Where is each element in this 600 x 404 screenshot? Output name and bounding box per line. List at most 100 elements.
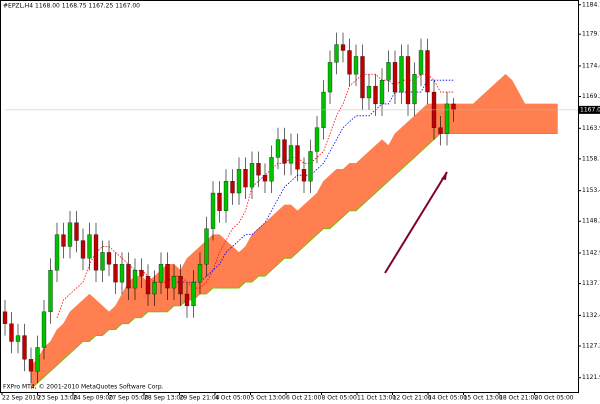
cloud-segment — [251, 228, 259, 283]
cloud-segment — [76, 299, 84, 349]
arrow-head — [441, 172, 447, 180]
candle-body — [152, 281, 157, 295]
span-b-line — [30, 133, 558, 390]
cloud-segment — [381, 139, 389, 188]
cloud-segment — [544, 103, 552, 134]
cloud-segment — [310, 192, 318, 242]
x-tick-label: 15 Oct 13:00 — [464, 395, 503, 402]
y-tick-label: 1174.40 — [582, 62, 600, 69]
current-price-label: 1167.00 — [580, 106, 600, 113]
candle-body — [67, 222, 73, 247]
cloud-segment — [258, 222, 266, 277]
cloud-segment — [537, 103, 545, 134]
cloud-segment — [472, 97, 480, 134]
x-tick-label: 4 Oct 05:00 — [215, 395, 250, 402]
x-tick-label: 22 Sep 2010 — [2, 395, 40, 402]
y-tick-label: 1148.25 — [582, 218, 600, 225]
candle-body — [48, 270, 53, 312]
cloud-segment — [323, 174, 331, 229]
candle-body — [451, 103, 456, 111]
candle-body — [106, 252, 112, 265]
cloud-segment — [95, 299, 103, 336]
y-tick-label: 1179.75 — [582, 31, 600, 38]
candle-body — [28, 359, 34, 372]
cloud-segment — [407, 115, 415, 164]
candle-body — [308, 151, 313, 182]
cloud-segment — [284, 204, 292, 259]
candle-body — [35, 347, 40, 372]
cloud-segment — [277, 204, 285, 265]
cloud-segment — [212, 234, 220, 289]
candle-body — [360, 56, 365, 99]
candle-body — [399, 56, 404, 93]
candle-body — [405, 56, 411, 105]
candle-body — [223, 181, 229, 211]
candle-body — [61, 234, 66, 247]
y-tick-label: 1163.90 — [582, 125, 600, 132]
x-tick-label: 28 Sep 13:00 — [144, 395, 184, 402]
y-tick-label: 1132.40 — [582, 312, 600, 319]
candle-body — [282, 139, 287, 164]
candle-body — [80, 240, 86, 259]
cloud-segment — [414, 109, 422, 158]
candle-body — [132, 270, 138, 289]
candle-body — [145, 276, 151, 295]
x-tick-label: 8 Oct 05:00 — [322, 395, 357, 402]
x-tick-label: 18 Oct 21:00 — [499, 395, 538, 402]
cloud-segment — [466, 103, 474, 134]
cloud-segment — [479, 91, 487, 134]
candle-body — [386, 62, 391, 81]
kijun-line — [174, 79, 454, 283]
candle-body — [197, 264, 203, 283]
candle-body — [113, 264, 118, 283]
cloud-segment — [349, 163, 357, 212]
cloud-segment — [219, 234, 227, 289]
x-tick-label: 24 Sep 09:00 — [73, 395, 113, 402]
x-tick-label: 5 Oct 13:00 — [251, 395, 286, 402]
x-tick-label: 27 Sep 05:00 — [109, 395, 149, 402]
candle-body — [438, 127, 443, 134]
chart-title: #EPZL,H4 1168.00 1168.75 1167.25 1167.00 — [3, 3, 140, 10]
cloud-segment — [368, 144, 376, 200]
candle-body — [269, 157, 274, 182]
candle-body — [373, 85, 378, 105]
candle-body — [249, 163, 255, 188]
cloud-segment — [531, 103, 539, 134]
cloud-segment — [342, 162, 350, 218]
y-tick-label: 1169.25 — [582, 93, 600, 100]
cloud-segment — [232, 245, 240, 289]
candle-body — [74, 222, 79, 241]
candle-body — [353, 56, 359, 75]
y-tick-label: 1142.90 — [582, 250, 600, 257]
candle-body — [412, 74, 417, 105]
candle-body — [262, 175, 268, 182]
candle-body — [295, 145, 300, 170]
candle-body — [184, 293, 190, 307]
candle-body — [54, 234, 60, 271]
x-tick-label: 11 Oct 13:00 — [357, 395, 396, 402]
candle-body — [191, 281, 196, 307]
x-tick-label: 12 Oct 21:00 — [393, 395, 432, 402]
candle-body — [178, 276, 183, 295]
x-tick-label: 23 Sep 13:00 — [38, 395, 78, 402]
candle-body — [347, 50, 352, 75]
cloud-segment — [336, 169, 344, 224]
candle-body — [204, 228, 209, 265]
cloud-segment — [362, 150, 370, 206]
y-tick-label: 1158.75 — [582, 155, 600, 162]
cloud-segment — [82, 293, 90, 342]
cloud-segment — [329, 168, 337, 230]
candle-body — [275, 139, 281, 158]
cloud-segment — [355, 156, 363, 212]
candle-body — [139, 270, 144, 277]
candle-body — [256, 163, 261, 176]
candle-body — [126, 264, 131, 289]
footer: FXPro MT4, © 2001-2010 MetaQuotes Softwa… — [3, 384, 164, 391]
cloud-segment — [69, 305, 77, 354]
cloud-segment — [459, 103, 467, 134]
candle-body — [15, 335, 21, 342]
cloud-segment — [89, 293, 97, 343]
candle-body — [210, 192, 216, 229]
candle-body — [171, 276, 177, 289]
candle-body — [444, 103, 450, 134]
